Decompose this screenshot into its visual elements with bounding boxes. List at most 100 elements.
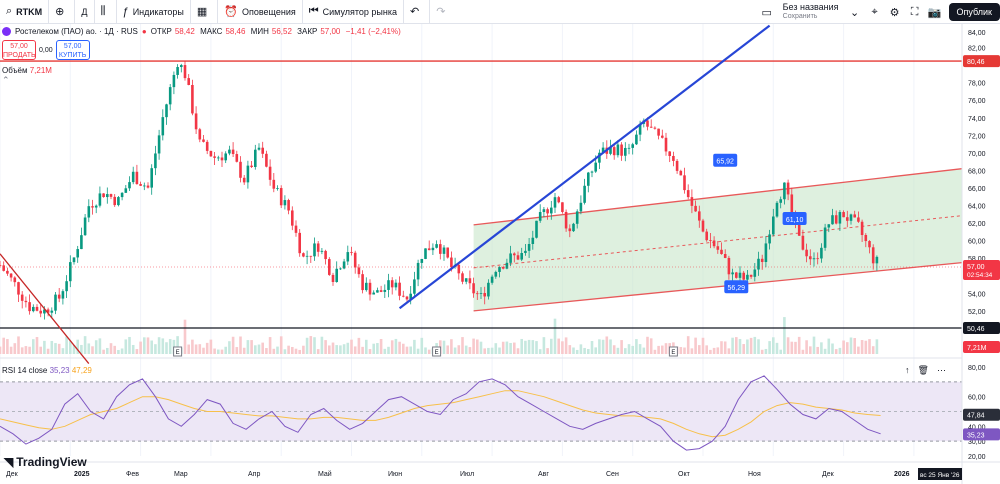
candle-body [87,206,91,218]
redo-button[interactable]: ↷ [430,0,455,24]
volume-bar [276,346,279,354]
interval-label: Д [81,6,88,17]
volume-bar [657,345,660,354]
layout-name-button[interactable]: Без названия Сохранить [777,3,845,21]
candle-body [372,292,375,295]
layout-menu-chevron-icon[interactable]: ⌄ [849,6,860,19]
delete-icon[interactable]: 🗑 [917,365,929,375]
price-axis[interactable]: 84,00 82,00 78,00 76,00 74,00 72,00 70,00 68,00… [961,24,1000,484]
compare-button[interactable]: ⊕ [49,0,76,24]
symbol-title[interactable]: Ростелеком (ПАО) ао. · 1Д · RUS [15,27,138,36]
volume-bar [131,344,135,354]
templates-button[interactable]: ▦ [191,0,219,24]
volume-bar [298,349,301,354]
volume-bar [291,346,294,354]
arrow-up-icon[interactable]: ↑ [905,365,910,375]
candle-body [202,139,205,142]
spread-value: 0,00 [39,46,53,54]
candle-body [461,273,464,282]
candle-body [250,165,253,168]
camera-icon[interactable]: 📷 [927,6,942,19]
rsi-legend: RSI 14 close 35,23 47,29 [2,366,92,375]
candle-body [6,270,9,274]
price-label-box [782,212,807,226]
candle-body [601,147,605,153]
candle-body [820,247,823,259]
volume-bar [631,345,634,354]
rsi-pane [0,375,962,451]
buy-button[interactable]: 57,00 КУПИТЬ [55,40,90,60]
candle-body [483,293,486,297]
candle-body [43,309,46,314]
volume-bar [220,349,224,354]
alerts-button[interactable]: ⏰ Оповещения [218,0,303,24]
volume-bar [91,346,94,354]
candle-body [117,197,120,206]
tradingview-logo[interactable]: ◥ TradingView [4,455,87,469]
volume-bar [272,348,276,354]
candle-body [635,134,638,145]
candle-body [783,182,786,200]
candle-body [649,126,653,128]
candle-body [749,274,753,277]
candle-body [98,193,102,206]
volume-bar [279,336,283,354]
quick-search-icon[interactable]: ⌖ [871,5,878,18]
candle-body [812,258,816,260]
volume-bar [106,347,109,354]
volume-bar [135,349,139,354]
candle-body [834,215,838,224]
interval-button[interactable]: Д [75,0,95,24]
indicators-button[interactable]: ƒ Индикаторы [117,0,191,24]
volume-bar [505,341,509,354]
time-axis[interactable]: Дек 2025 Фев Мар Апр Май Июн Июл Авг Сен Окт Ноя Дек… [0,461,1000,480]
candle-body [198,129,202,140]
candle-body [154,153,157,169]
volume-bar [213,348,216,354]
volume-bar [324,340,327,354]
candle-body [575,211,579,224]
volume-bar [490,347,494,354]
chart-type-button[interactable]: ⫼ [95,0,117,24]
volume-bar [331,342,335,354]
candle-body [657,128,660,136]
volume-bar [39,346,42,354]
collapse-chevron-icon[interactable]: ⌃ [2,75,10,85]
candle-body [746,274,749,280]
rsi-tick-label: 40,00 [968,424,986,431]
candle-body [646,120,649,127]
volume-bar [472,338,475,354]
volume-bar [501,341,505,354]
candle-body [328,259,331,275]
candle-body [302,253,305,257]
volume-bar [812,336,816,354]
time-tick-label: 2026 [894,471,910,478]
volume-bar [550,338,553,354]
volume-name: Объём [2,66,28,75]
price-tick-label: 52,00 [968,309,986,316]
symbol-search-button[interactable]: ⌕ RTKM [0,0,50,24]
fullscreen-icon[interactable]: ⛶ [910,5,919,18]
volume-bar [254,345,257,354]
sell-button[interactable]: 57,00 ПРОДАТЬ [2,40,36,60]
candle-body [842,212,845,218]
rsi-pane-tools: ↑ 🗑 ⋯ [905,365,946,376]
publish-button[interactable]: Опублик [948,3,1000,21]
volume-bar [98,338,102,354]
volume-bar [335,345,338,354]
undo-button[interactable]: ↶ [404,0,431,24]
candle-body [13,277,17,283]
replay-button[interactable]: ⏮ Симулятор рынка [303,0,404,24]
candle-body [501,267,505,269]
candle-body [490,276,494,283]
volume-bar [202,347,205,354]
more-icon[interactable]: ⋯ [936,365,946,375]
price-channel[interactable] [473,168,963,312]
layout-icon[interactable]: ▭ [761,6,772,19]
candle-body [564,211,568,229]
settings-gear-icon[interactable]: ⚙ [889,6,900,19]
time-tick-label: Сен [606,471,619,478]
volume-bar [442,340,446,354]
volume-bar [198,344,202,354]
